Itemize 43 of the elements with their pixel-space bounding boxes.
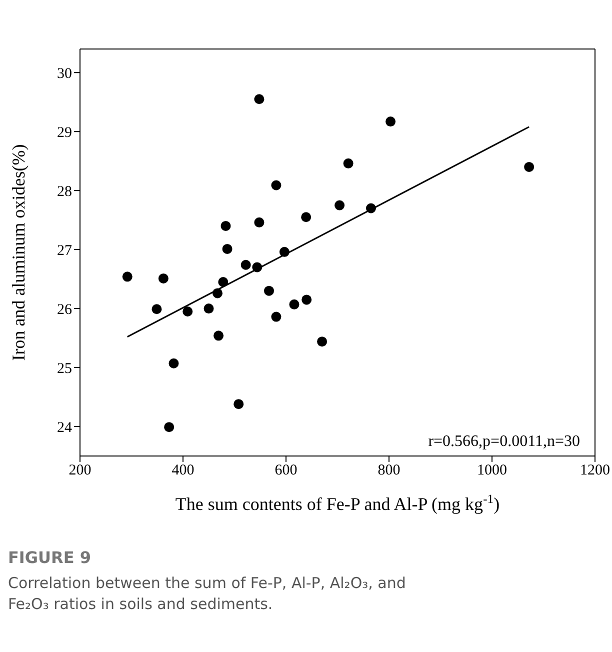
point — [204, 304, 214, 314]
point — [343, 158, 354, 168]
x-tick-label: 800 — [378, 462, 400, 479]
point — [301, 212, 312, 222]
point — [289, 299, 300, 310]
point — [334, 200, 345, 210]
y-tick-label: 24 — [57, 420, 72, 436]
point — [222, 244, 232, 254]
point — [234, 399, 244, 410]
x-tick-label: 200 — [68, 462, 92, 479]
point — [302, 294, 312, 305]
point — [254, 217, 264, 228]
point — [264, 286, 274, 296]
annotation: r=0.566,p=0.0011,n=30 — [428, 433, 580, 450]
y-tick-label: 28 — [57, 184, 72, 200]
point — [220, 220, 231, 231]
x-tick-label: 1200 — [580, 462, 610, 479]
point — [240, 260, 251, 270]
point — [271, 180, 282, 190]
x-tick-label: 1000 — [477, 462, 507, 479]
point — [524, 162, 534, 172]
point — [168, 358, 179, 368]
text: Correlation between the sum of Fe-P, Al-P, Al₂O₃, and Fe₂O₃ ratios in soils and sediments. — [8, 573, 407, 615]
y-tick-label: 26 — [57, 302, 72, 318]
point — [214, 330, 224, 341]
point — [182, 306, 193, 316]
y-tick-label: 29 — [57, 124, 72, 141]
point — [158, 273, 168, 284]
y-axis-title: Iron and aluminum oxides(%) — [8, 144, 28, 361]
point — [254, 94, 264, 104]
x-tick-label: 400 — [172, 462, 194, 479]
point — [271, 312, 282, 322]
x-tick-label: 600 — [274, 462, 298, 479]
text: FIGURE 9 — [8, 548, 92, 567]
y-tick-label: 30 — [57, 66, 72, 82]
y-tick-label: 25 — [57, 360, 72, 377]
y-tick-label: 27 — [57, 242, 72, 259]
point — [386, 116, 396, 127]
point — [152, 304, 162, 314]
point — [317, 336, 328, 347]
point — [122, 272, 132, 282]
x-axis-title: The sum contents of Fe-P and Al-P (mg kg$^{-1}$) — [175, 492, 500, 514]
point — [164, 422, 174, 432]
